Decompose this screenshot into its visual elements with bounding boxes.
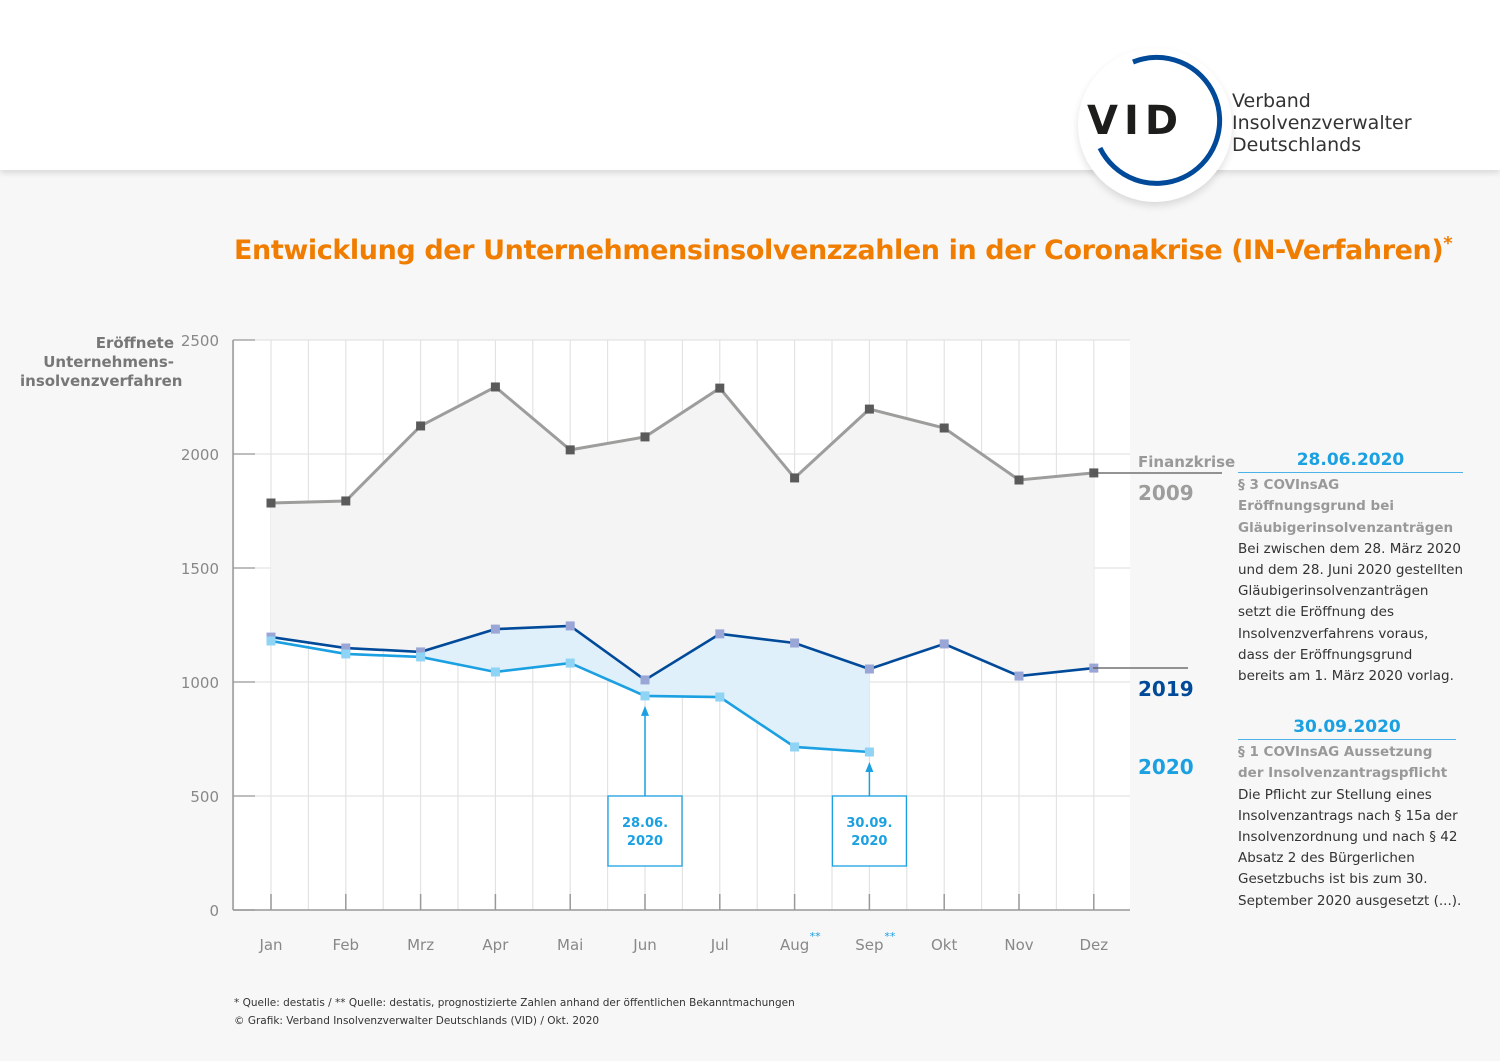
data-point-2019 bbox=[1014, 671, 1024, 681]
data-point-2009 bbox=[939, 423, 949, 433]
x-tick-label: Jul bbox=[710, 936, 729, 954]
data-point-2009 bbox=[341, 496, 351, 506]
data-point-2020 bbox=[416, 652, 426, 662]
copyright-note: © Grafik: Verband Insolvenzverwalter Deu… bbox=[234, 1015, 600, 1027]
series-label-2019: 2019 bbox=[1138, 677, 1194, 701]
data-point-2019 bbox=[640, 675, 650, 685]
logo-ring-icon bbox=[1097, 54, 1223, 186]
logo-text: VID bbox=[1087, 98, 1185, 144]
org-line: Deutschlands bbox=[1232, 134, 1362, 156]
data-point-2019 bbox=[416, 647, 426, 657]
note-heading: § 3 COVInsAG Eröffnungsgrund bei Gläubig… bbox=[1238, 477, 1454, 536]
y-tick-label: 0 bbox=[209, 902, 219, 920]
series-label-2020: 2020 bbox=[1138, 755, 1194, 779]
x-tick-footnote-mark: ** bbox=[810, 930, 822, 943]
series-label-finanzkrise: Finanzkrise bbox=[1138, 453, 1235, 471]
y-axis-label: Eröffnete Unternehmens- insolvenzverfahr… bbox=[20, 334, 183, 391]
note-1: 28.06.2020 § 3 COVInsAG Eröffnungsgrund … bbox=[1238, 450, 1463, 687]
note-date: 30.09.2020 bbox=[1238, 717, 1456, 741]
data-point-2020 bbox=[790, 742, 800, 752]
data-point-2009 bbox=[416, 421, 426, 431]
y-label-line: Unternehmens- bbox=[43, 353, 174, 371]
org-line: Verband bbox=[1232, 90, 1311, 112]
annotation-text: 2020 bbox=[627, 834, 663, 849]
title-text: Entwicklung der Unternehmensinsolvenzzah… bbox=[234, 235, 1444, 266]
chart-title: Entwicklung der Unternehmensinsolvenzzah… bbox=[234, 233, 1453, 266]
note-date: 28.06.2020 bbox=[1238, 450, 1463, 474]
y-label-line: Eröffnete bbox=[95, 334, 174, 352]
data-point-2009 bbox=[715, 383, 725, 393]
x-tick-label: Okt bbox=[931, 936, 957, 954]
data-point-2009 bbox=[790, 473, 800, 483]
x-tick-label: Sep bbox=[855, 936, 883, 954]
y-tick-label: 1500 bbox=[181, 560, 219, 578]
data-point-2020 bbox=[565, 658, 575, 668]
annotation-text: 28.06. bbox=[622, 816, 668, 831]
x-tick-label: Feb bbox=[333, 936, 360, 954]
data-point-2020 bbox=[490, 667, 500, 677]
series-line-2009 bbox=[270, 385, 1094, 505]
y-tick-label: 1000 bbox=[181, 674, 219, 692]
data-point-2009 bbox=[490, 382, 500, 392]
annotation-text: 30.09. bbox=[846, 816, 892, 831]
y-label-line: insolvenzverfahren bbox=[20, 372, 183, 390]
data-point-2009 bbox=[1014, 475, 1024, 485]
data-point-2019 bbox=[341, 643, 351, 653]
title-asterisk: * bbox=[1443, 233, 1453, 254]
arrow-head-icon bbox=[641, 705, 649, 716]
data-point-2020 bbox=[341, 649, 351, 659]
note-2: 30.09.2020 § 1 COVInsAG Aussetzung der I… bbox=[1238, 717, 1461, 912]
data-point-2020 bbox=[864, 747, 874, 757]
area-2009-to-2019 bbox=[271, 386, 1094, 680]
data-point-2009 bbox=[266, 498, 276, 508]
data-point-2009 bbox=[565, 445, 575, 455]
data-point-2019 bbox=[565, 621, 575, 631]
series-line-2019 bbox=[270, 624, 1094, 682]
footer: * Quelle: destatis / ** Quelle: destatis… bbox=[234, 994, 795, 1030]
note-heading: § 1 COVInsAG Aussetzung der Insolvenzant… bbox=[1238, 744, 1448, 782]
x-tick-label: Apr bbox=[482, 936, 509, 954]
source-note: * Quelle: destatis / ** Quelle: destatis… bbox=[234, 997, 795, 1009]
data-point-2019 bbox=[864, 664, 874, 674]
data-point-2020 bbox=[266, 636, 276, 646]
data-point-2009 bbox=[640, 432, 650, 442]
annotation-text: 2020 bbox=[851, 834, 887, 849]
y-tick-label: 2500 bbox=[181, 332, 219, 350]
x-tick-label: Mrz bbox=[407, 936, 434, 954]
arrow-head-icon bbox=[865, 761, 874, 772]
y-tick-label: 2000 bbox=[181, 446, 219, 464]
org-name: Verband Insolvenzverwalter Deutschlands bbox=[1232, 90, 1412, 156]
data-point-2019 bbox=[715, 629, 725, 639]
annotation-box bbox=[607, 795, 683, 867]
annotation-box bbox=[831, 795, 908, 867]
data-point-2019 bbox=[790, 638, 800, 648]
data-point-2020 bbox=[715, 692, 725, 702]
data-point-2020 bbox=[640, 691, 650, 701]
x-tick-label: Jun bbox=[632, 936, 656, 954]
x-tick-label: Aug bbox=[780, 936, 809, 954]
org-line: Insolvenzverwalter bbox=[1232, 112, 1412, 134]
note-body: Bei zwischen dem 28. März 2020 und dem 2… bbox=[1238, 540, 1463, 685]
y-tick-label: 500 bbox=[190, 788, 219, 806]
x-tick-label: Nov bbox=[1004, 936, 1033, 954]
data-point-2019 bbox=[490, 624, 500, 634]
x-tick-label: Mai bbox=[557, 936, 583, 954]
data-point-2009 bbox=[864, 404, 874, 414]
note-body: Die Pflicht zur Stellung eines Insolvenz… bbox=[1238, 786, 1462, 909]
series-label-2009: 2009 bbox=[1138, 481, 1194, 505]
logo-badge bbox=[1078, 48, 1232, 202]
x-tick-footnote-mark: ** bbox=[884, 930, 896, 943]
x-tick-label: Dez bbox=[1079, 936, 1108, 954]
data-point-2019 bbox=[939, 639, 949, 649]
chart: 0 500 1000 1500 2000 2500 Jan Feb Mrz Apr Mai Jun Ju… bbox=[181, 332, 1235, 954]
header bbox=[0, 0, 1500, 170]
x-tick-label: Jan bbox=[258, 936, 282, 954]
